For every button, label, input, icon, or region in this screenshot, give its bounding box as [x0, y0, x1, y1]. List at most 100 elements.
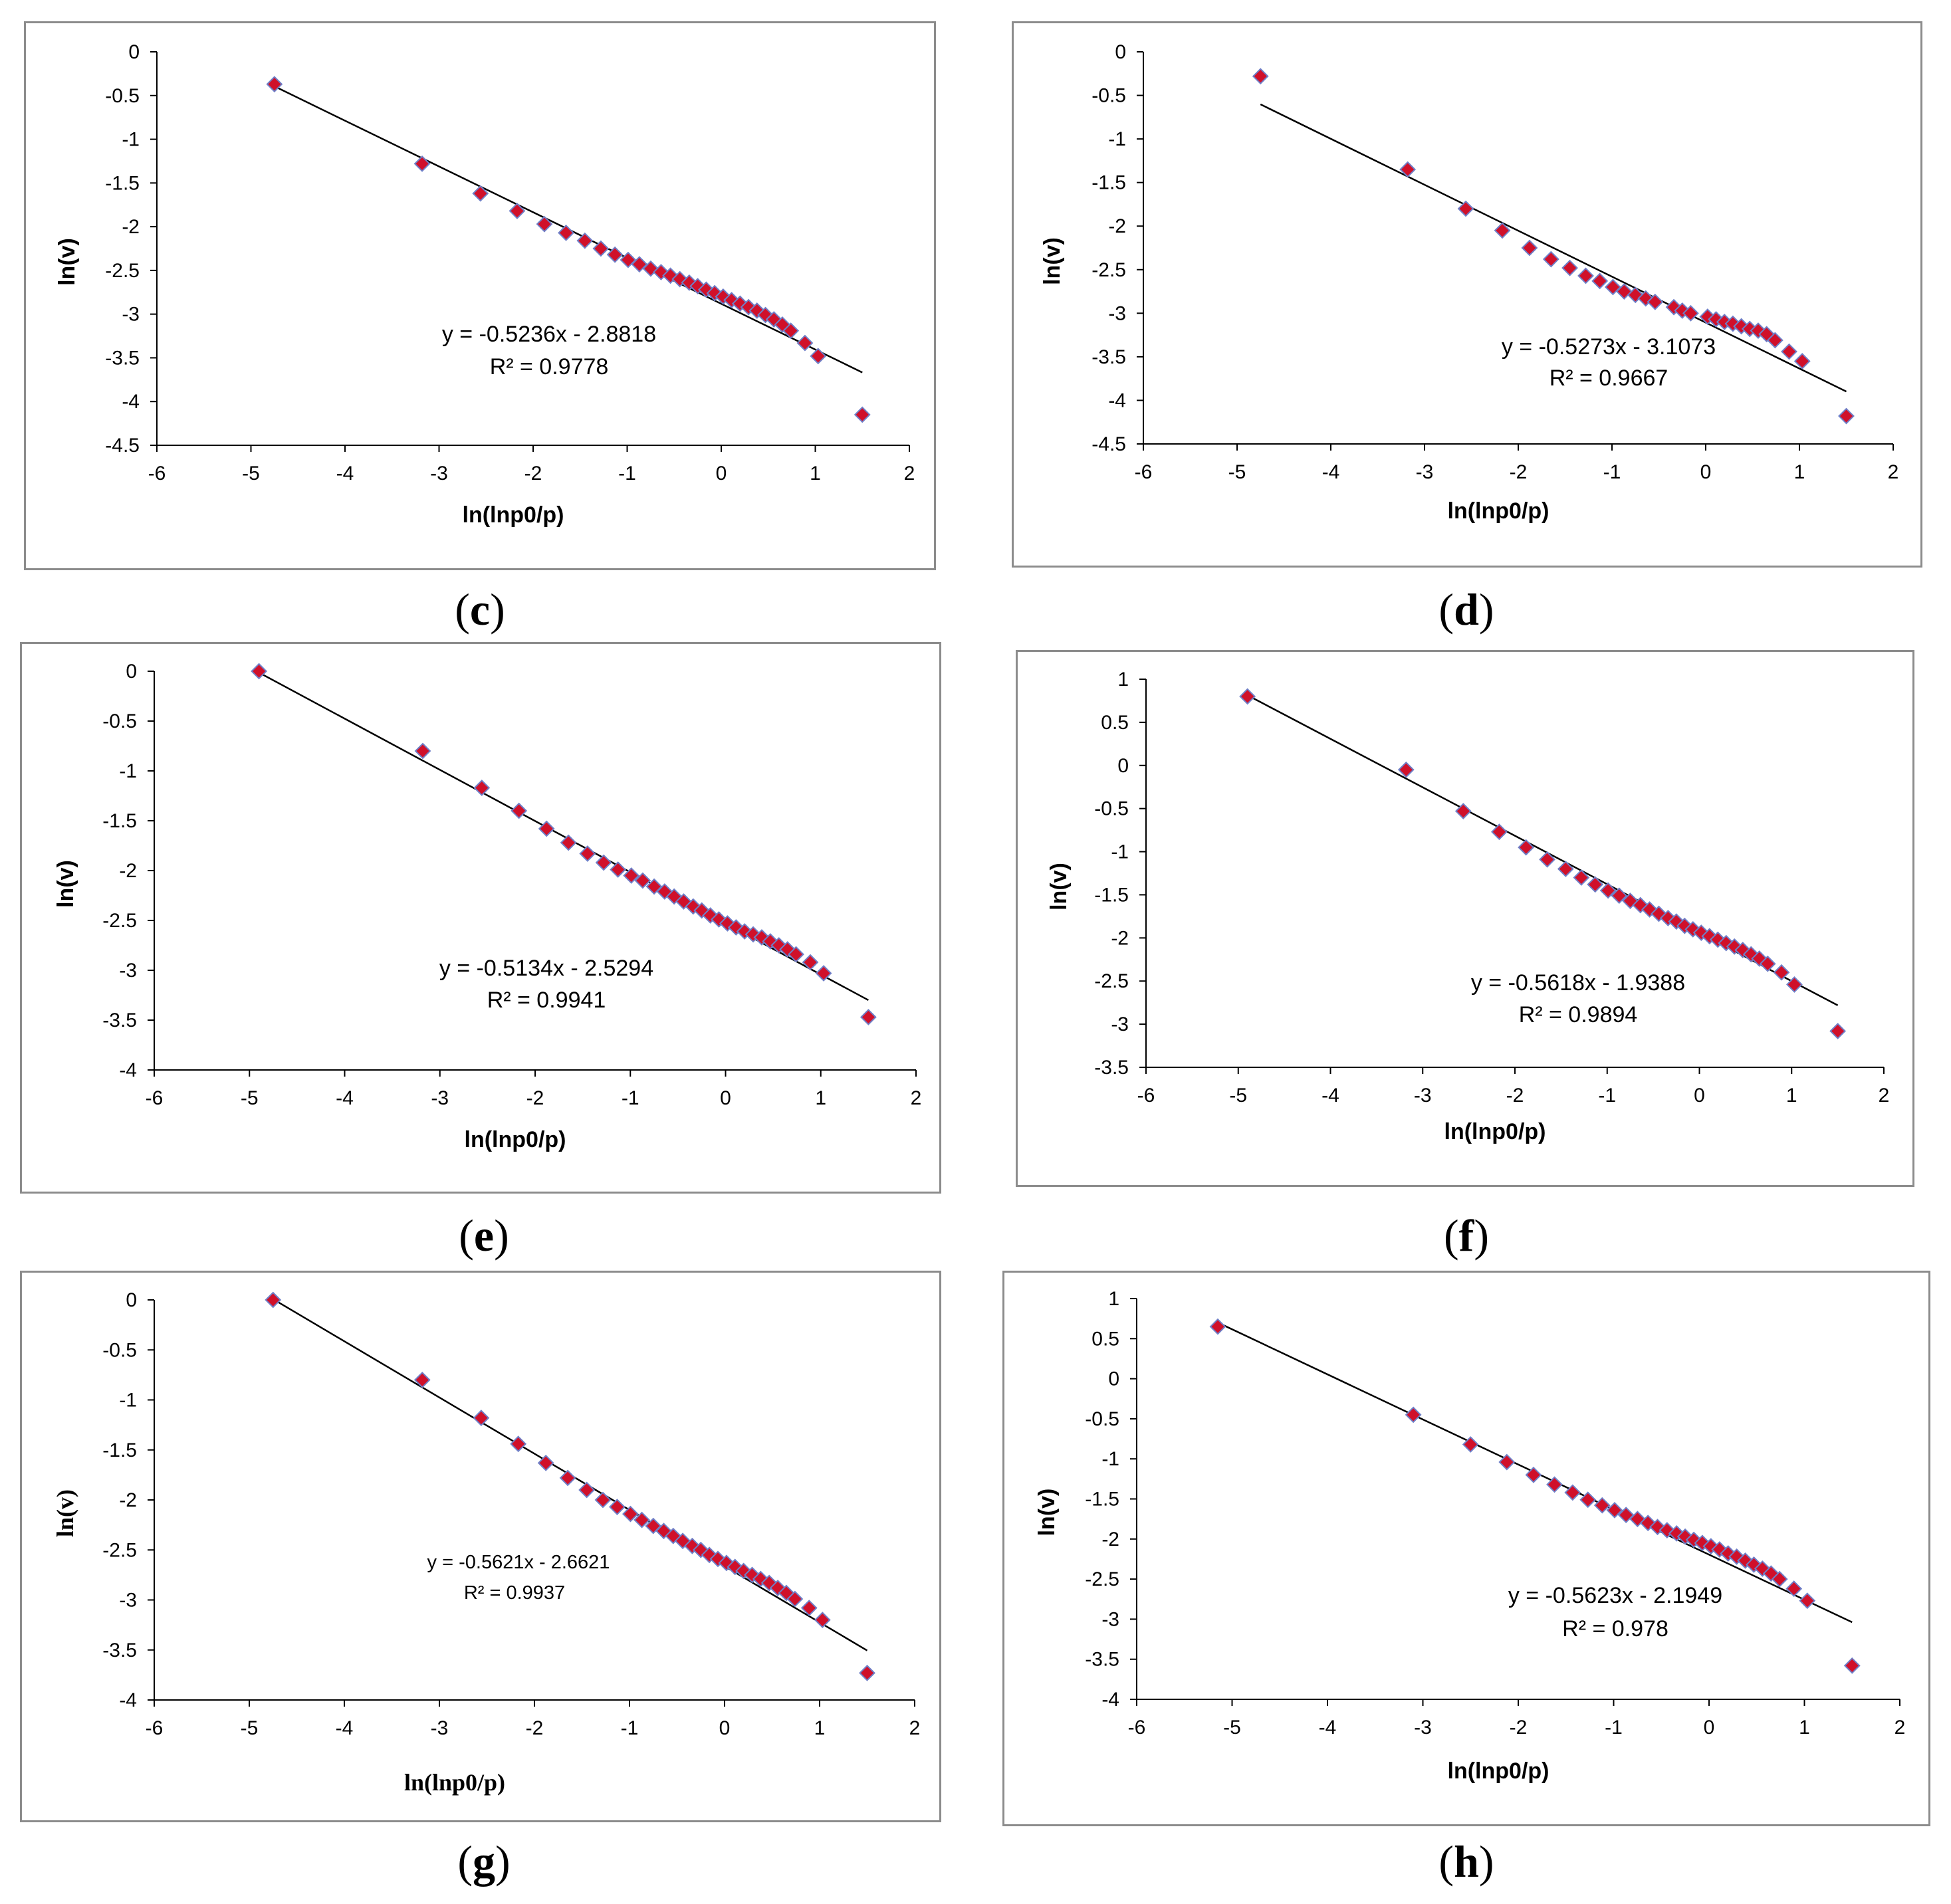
x-tick-label: 0 [716, 463, 727, 484]
data-point [266, 76, 283, 93]
y-tick-label: -4 [119, 1059, 137, 1081]
data-point [511, 802, 528, 819]
data-point [606, 246, 624, 263]
series-points-f [1239, 688, 1847, 1039]
data-point [559, 1469, 576, 1487]
data-point [1785, 1580, 1803, 1597]
y-axis-title: ln(v) [1040, 237, 1065, 285]
x-tick-label: -2 [1510, 461, 1528, 483]
x-axis-title: ln(lnp0/p) [463, 502, 564, 528]
x-tick-label: 1 [1794, 461, 1805, 483]
x-tick-label: -6 [148, 463, 166, 484]
y-tick-label: -1.5 [1085, 1489, 1119, 1511]
x-tick-label: -6 [1135, 461, 1153, 483]
data-point [860, 1009, 877, 1025]
y-tick-label: -3 [1101, 1608, 1119, 1630]
axes-h: 1 0.5 0 -0.5 -1 -1.5 -2 -2.5 -3 -3.5 -4 -6 -5 -4 -3 -2 -… [1034, 1288, 1905, 1784]
y-tick-label: -1.5 [102, 1439, 137, 1461]
panel-h-label: (h) [1438, 1836, 1494, 1887]
x-axis-title: ln(lnp0/p) [404, 1769, 505, 1796]
data-point [594, 1491, 612, 1509]
data-point [802, 954, 819, 971]
y-tick-label: -4.5 [1091, 433, 1126, 455]
data-point [1539, 851, 1555, 868]
x-tick-label: 1 [814, 1717, 826, 1739]
y-axis-title: ln(v) [1046, 863, 1072, 910]
axes-f: 1 0.5 0 -0.5 -1 -1.5 -2 -2.5 -3 -3.5 -6 -5 -4 -3 -2 -1 0… [1046, 669, 1889, 1144]
data-point [509, 203, 526, 219]
y-tick-label: -2 [1108, 215, 1126, 237]
trend-equation: y = -0.5236x - 2.8818 [442, 322, 656, 347]
y-tick-label: 0.5 [1091, 1328, 1119, 1350]
data-point [1682, 304, 1699, 322]
data-point [815, 965, 832, 982]
data-point [1457, 200, 1474, 217]
y-tick-label: -2.5 [102, 1539, 137, 1561]
data-point [1494, 222, 1511, 239]
data-point [1490, 823, 1508, 841]
y-tick-label: -3.5 [102, 1009, 137, 1031]
x-tick-label: 2 [1888, 461, 1899, 483]
panel-d-label: (d) [1438, 584, 1494, 635]
y-tick-label: -0.5 [1085, 1408, 1119, 1430]
x-tick-label: -2 [1506, 1085, 1524, 1107]
trend-equation: y = -0.5621x - 2.6621 [427, 1552, 610, 1573]
panel-g-frame [20, 1271, 941, 1822]
y-tick-label: -1 [1108, 128, 1126, 150]
y-axis-title: ln(v) [52, 1489, 78, 1537]
y-tick-label: -4.5 [105, 435, 140, 457]
x-tick-label: -6 [146, 1087, 164, 1109]
y-tick-label: -1.5 [1091, 172, 1126, 194]
y-tick-label: -1 [122, 129, 140, 151]
data-point [1611, 887, 1628, 904]
data-point [1557, 861, 1574, 877]
r-squared-label: R² = 0.9937 [464, 1582, 565, 1604]
data-point [1587, 876, 1604, 893]
data-point [1599, 882, 1617, 899]
data-point [796, 334, 814, 352]
x-tick-label: -2 [1510, 1717, 1528, 1739]
y-tick-label: -0.5 [102, 710, 137, 732]
y-tick-label: -0.5 [102, 1339, 137, 1361]
y-tick-label: -2 [119, 860, 137, 882]
trend-equation: y = -0.5134x - 2.5294 [439, 956, 653, 981]
data-point [634, 872, 651, 889]
panel-d-frame [1012, 21, 1922, 568]
data-point [1564, 1484, 1581, 1501]
y-tick-label: -1 [119, 760, 137, 782]
data-point [473, 780, 491, 796]
x-tick-label: -4 [336, 1717, 354, 1739]
data-point [1773, 964, 1790, 981]
data-point [610, 861, 627, 878]
x-tick-label: -3 [431, 1717, 449, 1739]
y-tick-label: -1 [1111, 841, 1129, 863]
y-tick-label: -3 [1111, 1013, 1129, 1035]
x-tick-label: -3 [1414, 1717, 1432, 1739]
data-point [1593, 1497, 1611, 1514]
data-point [1838, 407, 1855, 425]
data-point [633, 1511, 651, 1529]
data-point [1785, 976, 1803, 993]
y-tick-label: 0 [126, 661, 137, 683]
x-tick-label: -4 [336, 463, 354, 484]
data-point [536, 215, 553, 233]
axes-d: 0 -0.5 -1 -1.5 -2 -2.5 -3 -3.5 -4 -4.5 -6 -5 -4 -3 -2 -… [1040, 41, 1898, 524]
data-point [1525, 1466, 1542, 1483]
data-point [854, 406, 871, 423]
data-point [1462, 1436, 1479, 1453]
y-tick-label: -4 [1108, 389, 1126, 411]
y-tick-label: 0 [126, 1289, 137, 1311]
x-axis-title: ln(lnp0/p) [1448, 498, 1549, 524]
x-tick-label: 1 [1786, 1085, 1797, 1107]
y-tick-label: -2.5 [1094, 970, 1129, 992]
panel-f-label: (f) [1444, 1210, 1489, 1261]
data-point [510, 1435, 527, 1453]
axes-g: 0 -0.5 -1 -1.5 -2 -2.5 -3 -3.5 -4 -6 -5 -4 -3 -2 -1 0 1 2… [52, 1289, 920, 1796]
y-tick-label: 0 [1117, 755, 1129, 777]
x-tick-label: 2 [904, 463, 915, 484]
x-tick-label: -3 [430, 463, 448, 484]
y-tick-label: -3.5 [105, 347, 140, 369]
